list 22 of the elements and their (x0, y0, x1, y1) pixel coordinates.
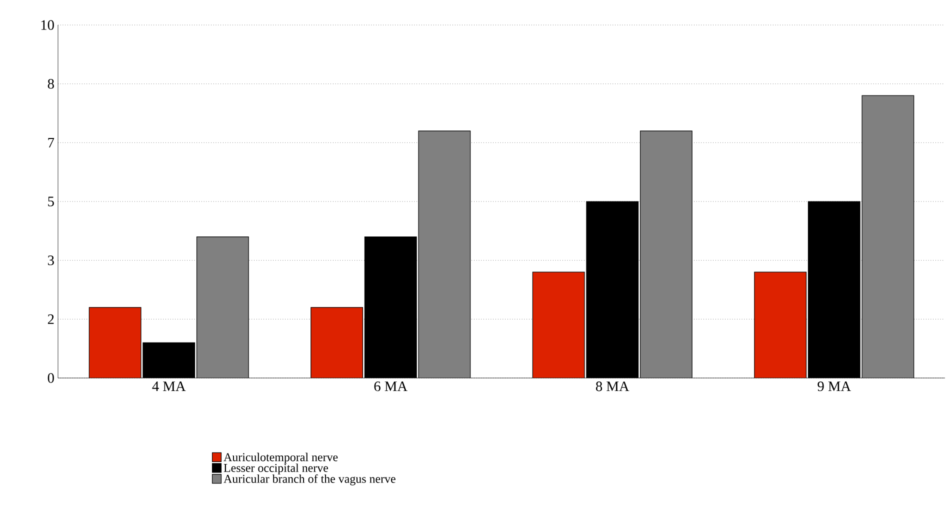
legend-label: Lesser occipital nerve (224, 464, 328, 474)
x-tick-label: 6 MA (374, 382, 408, 392)
bar (862, 95, 914, 378)
legend-label: Auricular branch of the vagus nerve (224, 474, 396, 486)
x-tick-label: 8 MA (596, 382, 630, 392)
y-tick-label: 0 (48, 373, 54, 383)
legend-label: Auriculotemporal nerve (224, 452, 338, 464)
x-tick-label: 4 MA (152, 382, 186, 391)
bar (89, 307, 141, 378)
bar (640, 130, 692, 378)
y-tick-label: 7 (48, 138, 54, 148)
y-tick-label: 2 (48, 314, 54, 324)
y-tick-label: 5 (48, 196, 54, 206)
bar (532, 272, 584, 378)
bar (310, 307, 363, 378)
bar (754, 272, 807, 378)
bar (196, 236, 249, 378)
x-tick-label: 9 MA (818, 382, 851, 392)
y-tick-label: 10 (41, 20, 54, 30)
bar (418, 130, 470, 378)
y-tick-label: 3 (48, 256, 54, 266)
y-tick-label: 8 (48, 78, 54, 89)
